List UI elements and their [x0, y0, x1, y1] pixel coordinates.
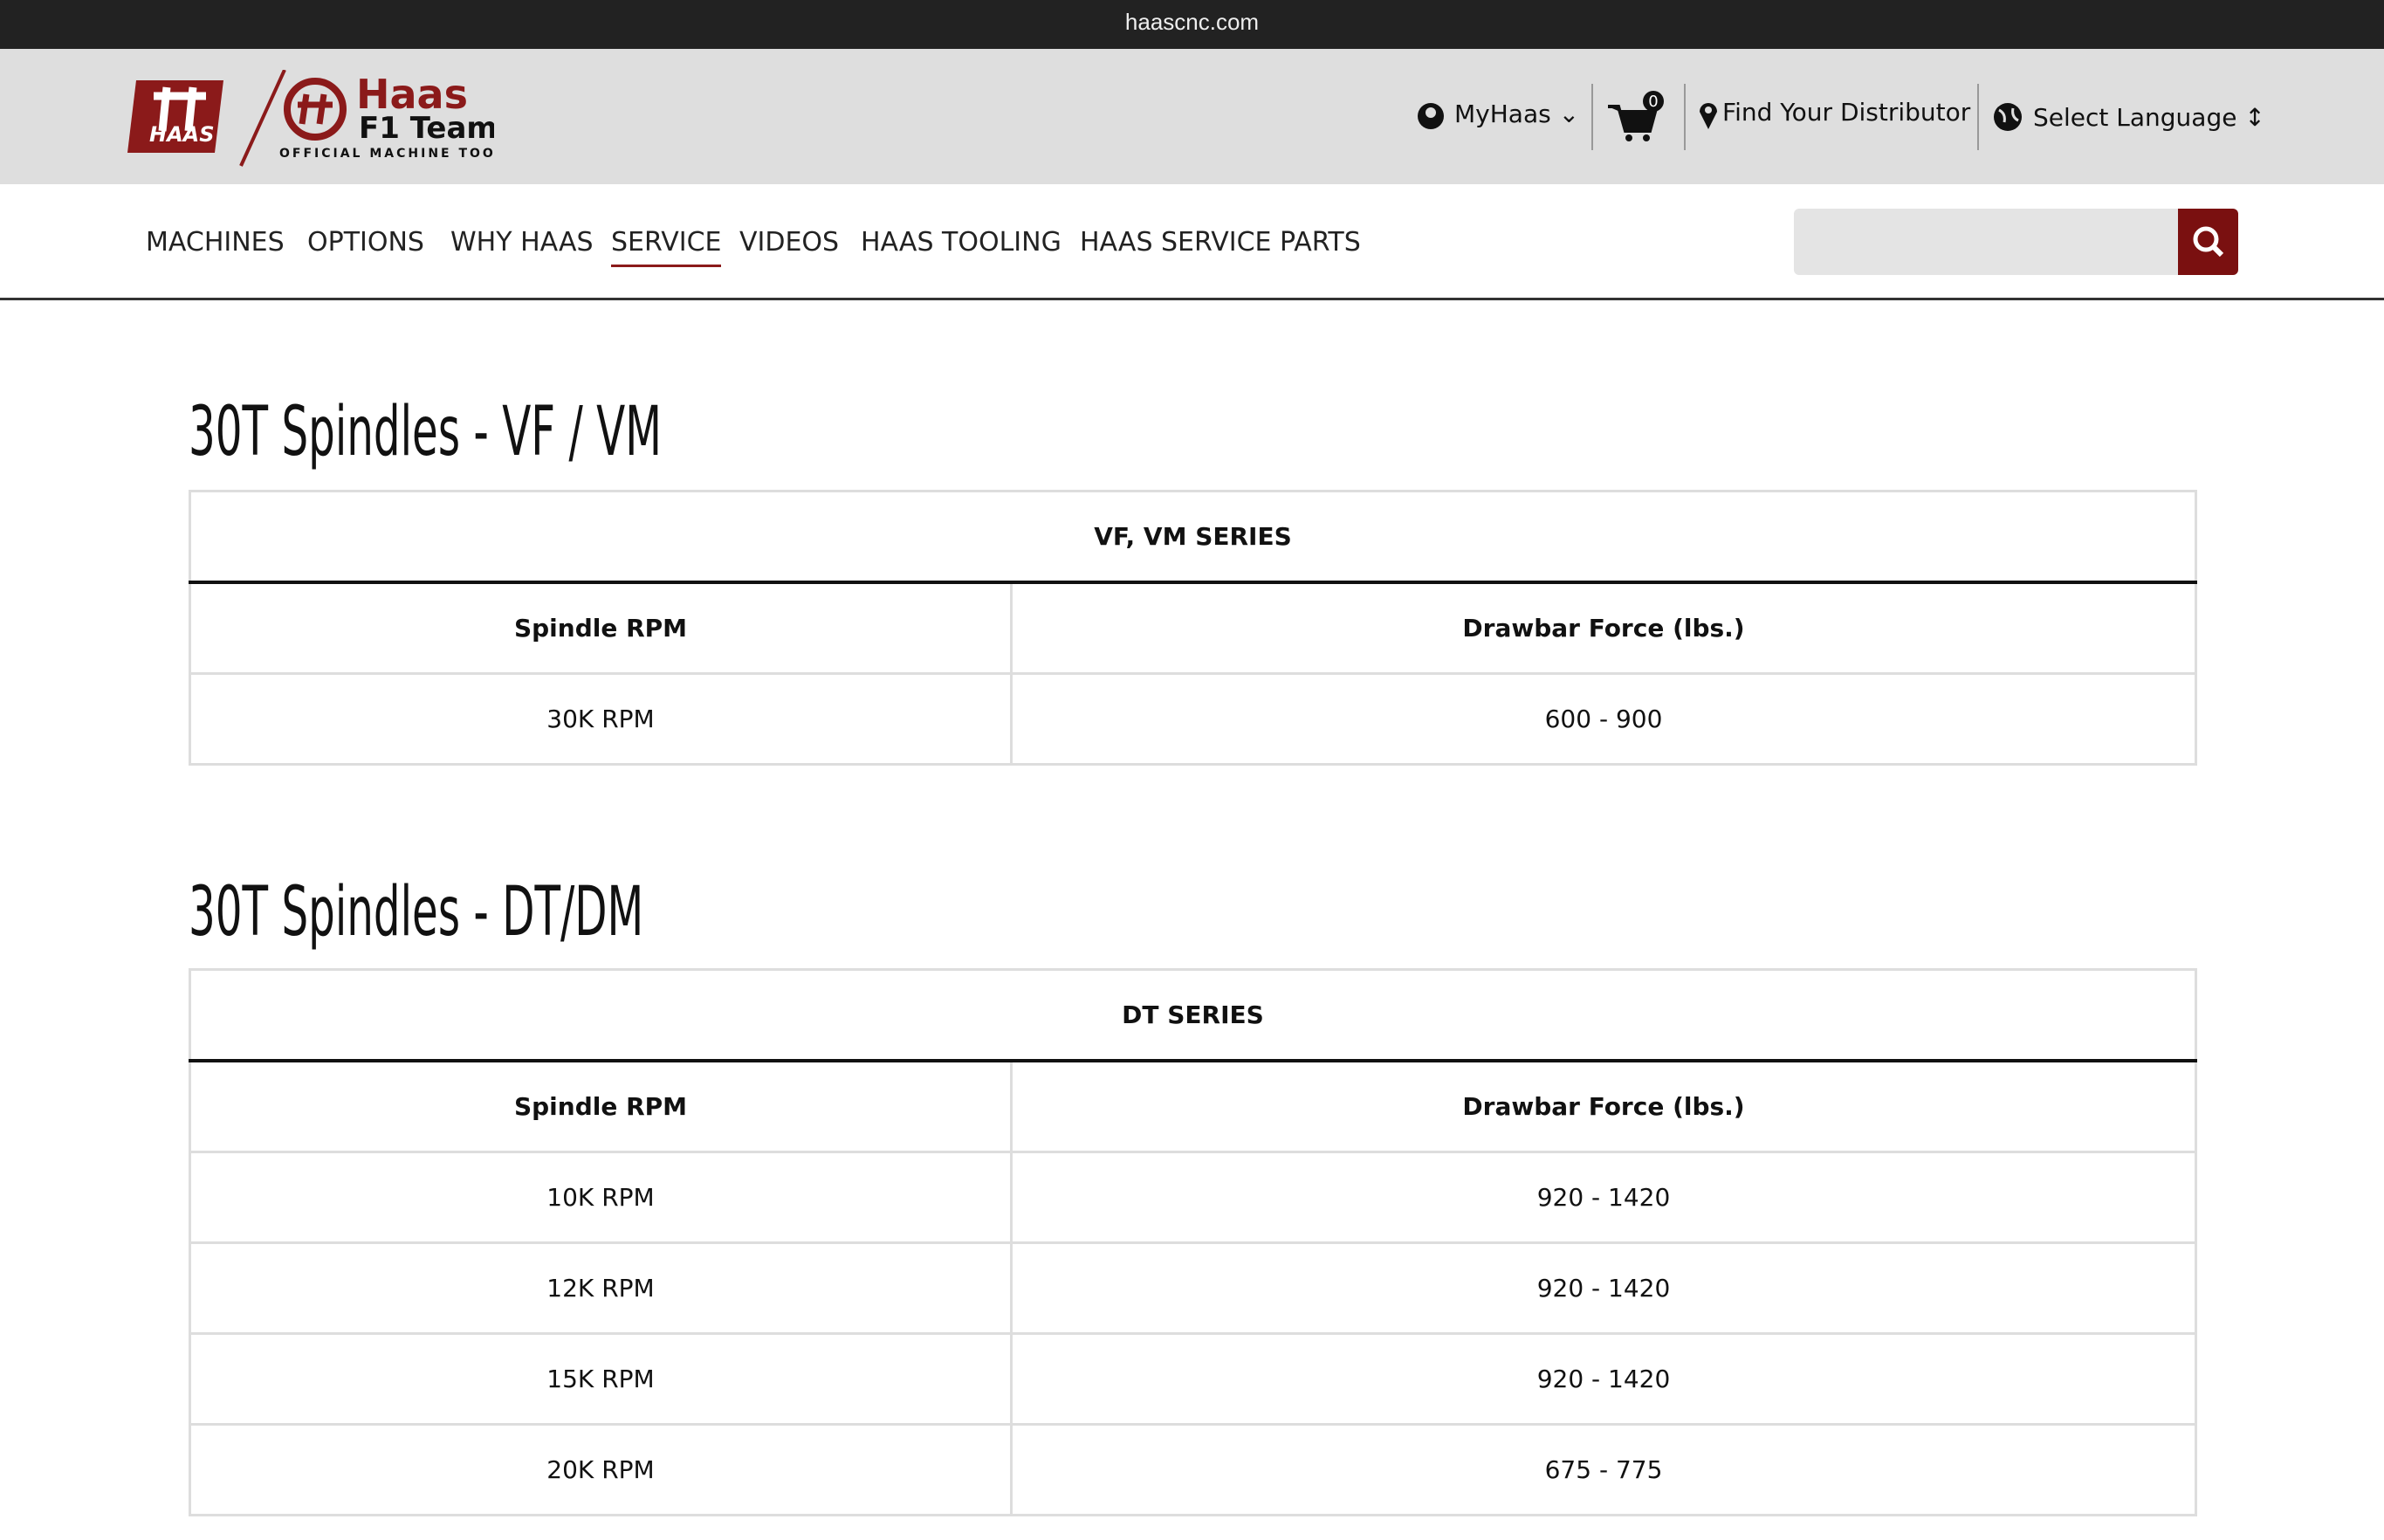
account-label: MyHaas: [1454, 100, 1551, 128]
separator: [1591, 84, 1593, 150]
logo-team: F1 Team: [359, 111, 494, 146]
table-cell: 920 - 1420: [1010, 1151, 2197, 1244]
account-icon: [1418, 103, 1444, 129]
table-cell: 675 - 775: [1010, 1423, 2197, 1516]
nav-item[interactable]: VIDEOS: [739, 227, 840, 258]
nav-item[interactable]: OPTIONS: [307, 227, 424, 258]
table-row: 20K RPM 675 - 775: [189, 1423, 2197, 1516]
cart-icon[interactable]: 0: [1604, 91, 1674, 143]
header-row: Spindle RPM Drawbar Force (lbs.): [189, 581, 2197, 675]
table-row: 10K RPM 920 - 1420: [189, 1151, 2197, 1244]
logo-brand: Haas: [356, 71, 468, 118]
table-caption: VF, VM SERIES: [189, 490, 2197, 584]
caption-row: VF, VM SERIES: [189, 490, 2197, 584]
nav-item[interactable]: HAAS TOOLING: [861, 227, 1061, 258]
separator: [1684, 84, 1686, 150]
column-header: Drawbar Force (lbs.): [1010, 1059, 2197, 1153]
url: haascnc.com: [1124, 9, 1260, 35]
table-row: 15K RPM 920 - 1420: [189, 1332, 2197, 1426]
table-cell: 920 - 1420: [1010, 1241, 2197, 1335]
logo[interactable]: HAAS Haas F1 Team OFFICIAL MACHINE TOOL: [127, 70, 494, 175]
table-cell: 920 - 1420: [1010, 1332, 2197, 1426]
table-row: 30K RPM 600 - 900: [189, 672, 2197, 766]
table-cell: 15K RPM: [189, 1332, 1013, 1426]
section-title: 30T Spindles - DT/DM: [189, 873, 644, 952]
table-cell: 10K RPM: [189, 1151, 1013, 1244]
distributor-link[interactable]: Find Your Distributor: [1722, 98, 1971, 127]
caption-row: DT SERIES: [189, 968, 2197, 1062]
site-header: [0, 49, 2384, 184]
nav-item[interactable]: SERVICE: [611, 227, 722, 267]
search-input[interactable]: [1794, 209, 2178, 275]
nav-item[interactable]: WHY HAAS: [450, 227, 594, 258]
pin-icon: [1700, 103, 1717, 129]
globe-icon: [1994, 103, 2022, 131]
nav-item[interactable]: MACHINES: [146, 227, 285, 258]
table-cell: 20K RPM: [189, 1423, 1013, 1516]
browser-bar: [0, 0, 2384, 49]
table-cell: 600 - 900: [1010, 672, 2197, 766]
cart-count: 0: [1648, 93, 1658, 111]
account-link[interactable]: MyHaas ⌄: [1454, 100, 1580, 128]
table-row: 12K RPM 920 - 1420: [189, 1241, 2197, 1335]
header-row: Spindle RPM Drawbar Force (lbs.): [189, 1059, 2197, 1153]
table-cell: 30K RPM: [189, 672, 1013, 766]
separator: [1977, 84, 1979, 150]
table-cell: 12K RPM: [189, 1241, 1013, 1335]
table-caption: DT SERIES: [189, 968, 2197, 1062]
language-select[interactable]: Select Language ↕: [2033, 103, 2265, 132]
column-header: Spindle RPM: [189, 581, 1013, 675]
column-header: Drawbar Force (lbs.): [1010, 581, 2197, 675]
spec-table: VF, VM SERIES Spindle RPM Drawbar Force (l…: [189, 490, 2197, 766]
logo-tagline: OFFICIAL MACHINE TOOL: [279, 147, 494, 161]
language-label: Select Language: [2033, 103, 2237, 132]
section-title: 30T Spindles - VF / VM: [189, 393, 662, 471]
spec-table: DT SERIES Spindle RPM Drawbar Force (lbs.)…: [189, 968, 2197, 1516]
search-button[interactable]: [2178, 209, 2238, 275]
column-header: Spindle RPM: [189, 1059, 1013, 1153]
nav-item[interactable]: HAAS SERVICE PARTS: [1080, 227, 1361, 258]
